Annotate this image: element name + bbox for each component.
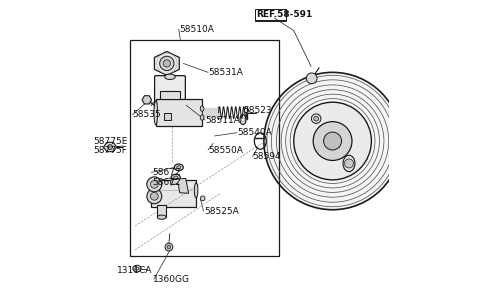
- Text: 1311CA: 1311CA: [117, 266, 152, 274]
- Text: 58550A: 58550A: [209, 146, 243, 154]
- Ellipse shape: [200, 115, 204, 120]
- Polygon shape: [171, 178, 189, 193]
- Circle shape: [314, 116, 319, 121]
- Bar: [157, 205, 166, 217]
- Circle shape: [345, 159, 353, 168]
- Text: 58510A: 58510A: [179, 25, 214, 34]
- Circle shape: [163, 60, 170, 67]
- Ellipse shape: [174, 176, 178, 179]
- Ellipse shape: [165, 74, 175, 80]
- Text: 58594: 58594: [252, 152, 281, 161]
- Text: 58775F: 58775F: [94, 146, 128, 155]
- Ellipse shape: [133, 265, 141, 272]
- Circle shape: [108, 145, 112, 149]
- Text: 58531A: 58531A: [209, 68, 243, 77]
- Bar: [130, 40, 279, 256]
- Circle shape: [312, 114, 321, 123]
- Ellipse shape: [174, 164, 183, 171]
- Text: 1360GG: 1360GG: [154, 274, 191, 284]
- Polygon shape: [155, 52, 179, 75]
- Circle shape: [324, 132, 342, 150]
- Polygon shape: [389, 108, 398, 117]
- Circle shape: [150, 181, 158, 188]
- FancyBboxPatch shape: [155, 76, 185, 116]
- Circle shape: [150, 192, 158, 200]
- Text: 58511A: 58511A: [205, 116, 240, 124]
- Ellipse shape: [157, 215, 166, 219]
- Polygon shape: [142, 96, 152, 104]
- Text: 58535: 58535: [132, 110, 161, 119]
- Text: 58672: 58672: [152, 178, 180, 187]
- Circle shape: [165, 243, 173, 251]
- Circle shape: [200, 196, 205, 201]
- Circle shape: [167, 245, 171, 249]
- Bar: [156, 99, 202, 126]
- Polygon shape: [389, 171, 398, 180]
- Ellipse shape: [171, 174, 180, 181]
- Ellipse shape: [135, 267, 139, 270]
- Text: 58775E: 58775E: [94, 136, 128, 146]
- Circle shape: [313, 122, 352, 160]
- Ellipse shape: [177, 166, 181, 169]
- Ellipse shape: [194, 183, 198, 198]
- Text: 58672: 58672: [152, 168, 180, 177]
- Bar: [160, 91, 180, 99]
- Bar: [151, 180, 196, 207]
- Ellipse shape: [154, 100, 157, 125]
- Bar: [255, 9, 286, 21]
- Text: 58525A: 58525A: [204, 207, 239, 216]
- Circle shape: [264, 72, 401, 210]
- Circle shape: [147, 177, 162, 192]
- Ellipse shape: [200, 106, 204, 111]
- Circle shape: [306, 73, 317, 84]
- Text: 58540A: 58540A: [237, 128, 272, 136]
- Circle shape: [294, 102, 372, 180]
- Bar: [164, 113, 171, 119]
- Text: 58523: 58523: [243, 106, 272, 115]
- Text: REF.58-591: REF.58-591: [256, 10, 312, 19]
- Ellipse shape: [343, 155, 355, 172]
- Circle shape: [160, 56, 174, 70]
- Circle shape: [147, 189, 162, 204]
- Polygon shape: [104, 142, 117, 152]
